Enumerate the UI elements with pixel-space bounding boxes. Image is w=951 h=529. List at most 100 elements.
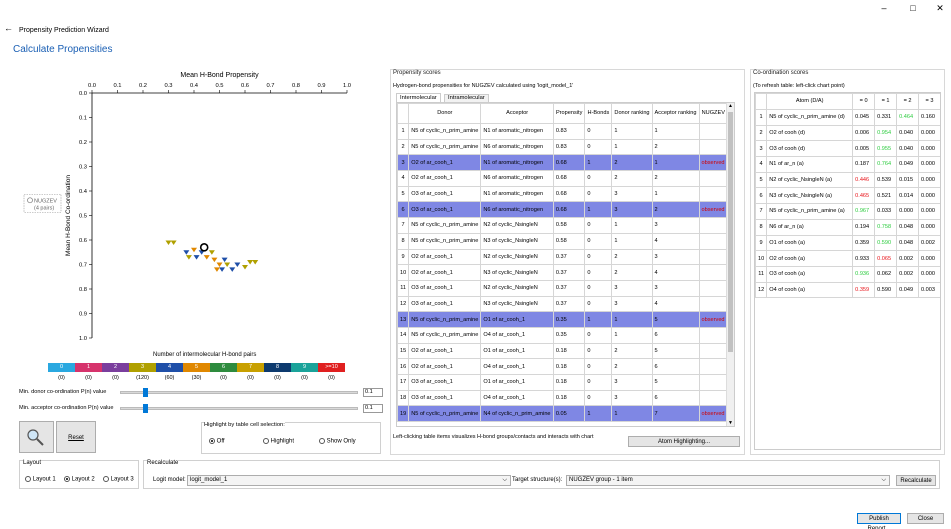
table-cell[interactable]: 3 [611,201,653,219]
data-point[interactable] [216,262,223,268]
coordination-table[interactable]: Atom (D/A) = 0 = 1 = 2 = 3 1 N5 of cyclic_n_pr… [755,93,940,299]
table-cell[interactable]: 3 [611,185,653,203]
table-cell[interactable]: 9 [397,248,410,266]
table-cell[interactable]: 9 [755,234,768,252]
table-cell[interactable]: 1 [651,185,700,203]
data-point[interactable] [193,255,200,260]
acceptor-slider-thumb[interactable] [142,404,148,413]
table-cell[interactable]: 15 [397,342,410,360]
legend-swatch[interactable]: 1 [75,363,102,372]
table-cell[interactable]: 0.006 [852,124,876,142]
table-cell[interactable]: 0.002 [918,234,940,252]
data-point[interactable] [213,267,220,272]
table-cell[interactable]: O2 of cooh (a) [766,250,854,267]
table-cell[interactable]: 0.014 [896,187,920,205]
table-cell[interactable]: 1 [397,123,410,140]
table-cell[interactable] [698,374,729,391]
column-header[interactable] [755,93,768,110]
layout-1-option[interactable]: Layout 1 [25,476,56,483]
table-cell[interactable]: 12 [397,295,410,313]
table-cell[interactable]: 5 [651,342,700,360]
table-cell[interactable]: 0.000 [918,203,940,220]
table-cell[interactable]: 19 [397,405,410,423]
table-cell[interactable]: 14 [397,326,410,344]
data-point[interactable] [203,255,210,260]
table-cell[interactable]: 2 [611,248,653,266]
table-row[interactable]: 15 O2 of ar_cooh_1 O1 of ar_cooh_1 0.18 0 2 5 [397,342,729,360]
table-cell[interactable]: 0 [584,170,613,187]
column-header[interactable]: = 3 [918,93,940,110]
table-cell[interactable]: 0.002 [896,265,920,283]
table-cell[interactable]: 0.000 [918,265,940,283]
data-point[interactable] [183,250,190,255]
data-point[interactable] [234,262,241,268]
table-cell[interactable]: 8 [397,232,410,250]
table-cell[interactable]: 1 [755,109,768,126]
data-point[interactable] [221,257,228,263]
table-cell[interactable]: O3 of ar_cooh_1 [408,295,482,313]
table-row[interactable]: 4 O2 of ar_cooh_1 N6 of aromatic_nitrogen 0… [397,170,729,187]
table-cell[interactable]: 7 [651,405,700,423]
propensity-table[interactable]: Donor Acceptor Propensity H-Bonds Donor rank… [397,103,729,423]
table-cell[interactable]: N2 of cyclic_NsingleN [480,217,554,234]
radio-icon[interactable] [64,476,70,482]
table-cell[interactable]: 3 [397,154,410,172]
table-cell[interactable]: 3 [611,374,653,391]
table-row[interactable]: 2 O2 of cooh (d) 0.006 0.954 0.040 0.000 [755,124,940,142]
table-cell[interactable]: 0.58 [552,232,586,250]
table-cell[interactable] [698,170,729,187]
table-cell[interactable]: 0.465 [852,187,876,205]
data-point[interactable] [224,262,231,268]
highlight-showonly-option[interactable]: Show Only [319,438,356,445]
table-cell[interactable]: 0.002 [896,250,920,267]
table-row[interactable]: 6 O3 of ar_cooh_1 N6 of aromatic_nitrogen 0… [397,201,729,219]
table-cell[interactable]: 0.590 [874,234,898,252]
table-cell[interactable]: 2 [651,201,700,219]
table-cell[interactable]: O3 of ar_cooh_1 [408,279,482,297]
layout-2-option[interactable]: Layout 2 [64,476,95,483]
table-row[interactable]: 3 O2 of ar_cooh_1 N1 of aromatic_nitrogen 0… [397,154,729,172]
table-cell[interactable]: 4 [397,170,410,187]
table-cell[interactable]: N1 of aromatic_nitrogen [480,154,554,172]
legend-swatch[interactable]: 2 [102,363,129,372]
table-cell[interactable]: 0.045 [852,109,876,126]
table-cell[interactable]: N6 of aromatic_nitrogen [480,201,554,219]
table-cell[interactable]: 1 [611,311,653,328]
table-row[interactable]: 7 N5 of cyclic_n_prim_amine (a) 0.967 0.033… [755,203,940,220]
table-row[interactable]: 7 N5 of cyclic_n_prim_amine N2 of cyclic_N… [397,217,729,234]
column-header[interactable]: Donor [408,103,482,124]
table-cell[interactable]: O2 of ar_cooh_1 [408,342,482,360]
table-cell[interactable]: 1 [611,405,653,423]
table-row[interactable]: 10 O2 of cooh (a) 0.933 0.065 0.002 0.000 [755,250,940,267]
data-point[interactable] [229,267,236,272]
table-cell[interactable]: 0.35 [552,326,586,344]
table-cell[interactable]: 1 [584,154,613,172]
table-cell[interactable]: 0 [584,295,613,313]
table-cell[interactable]: N1 of aromatic_nitrogen [480,123,554,140]
table-cell[interactable]: 0.160 [918,109,940,126]
table-cell[interactable]: 8 [755,218,768,236]
table-cell[interactable]: N5 of cyclic_n_prim_amine [408,311,482,328]
legend-swatch[interactable]: 7 [237,363,264,372]
table-cell[interactable]: O2 of ar_cooh_1 [408,358,482,375]
radio-icon[interactable] [209,438,215,444]
column-header[interactable]: = 1 [874,93,898,110]
table-cell[interactable]: 1 [584,201,613,219]
table-cell[interactable]: 0.83 [552,138,586,156]
table-cell[interactable]: 2 [755,124,768,142]
layout-3-option[interactable]: Layout 3 [103,476,134,483]
table-cell[interactable]: 0.003 [918,281,940,299]
table-cell[interactable]: 0.936 [852,265,876,283]
table-cell[interactable]: 3 [651,279,700,297]
table-cell[interactable]: O1 of ar_cooh_1 [480,311,554,328]
table-cell[interactable]: observed [698,405,729,423]
table-cell[interactable]: 0.005 [852,140,876,158]
column-header[interactable]: NUGZEV [698,103,729,124]
table-cell[interactable] [698,389,729,407]
publish-report-button[interactable]: Publish Report... [857,513,901,529]
table-row[interactable]: 9 O2 of ar_cooh_1 N2 of cyclic_NsingleN 0.3… [397,248,729,266]
table-cell[interactable]: N6 of aromatic_nitrogen [480,170,554,187]
table-cell[interactable]: N5 of cyclic_n_prim_amine [408,326,482,344]
table-cell[interactable]: N2 of cyclic_NsingleN (a) [766,171,854,189]
table-cell[interactable]: O1 of ar_cooh_1 [480,374,554,391]
